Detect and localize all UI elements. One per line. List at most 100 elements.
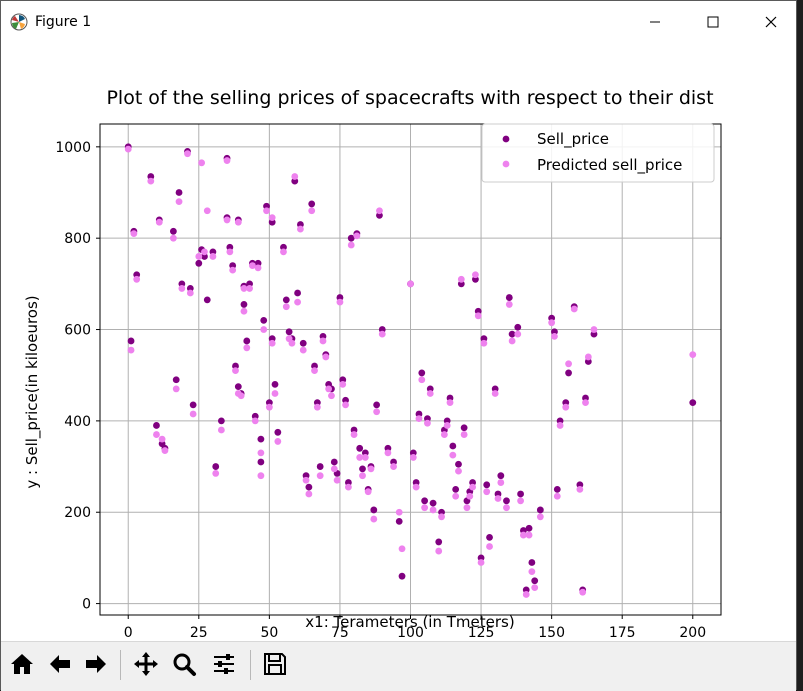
predicted-sell-price-point (217, 426, 225, 434)
sell-price-point (395, 517, 403, 525)
plot-canvas[interactable]: Plot of the selling prices of spacecraft… (1, 43, 796, 641)
predicted-sell-price-point (124, 145, 132, 153)
home-button[interactable] (6, 648, 38, 680)
predicted-sell-price-point (184, 150, 191, 158)
predicted-sell-price-point (528, 568, 536, 576)
predicted-sell-price-point (460, 431, 468, 438)
x-tick-label: 0 (124, 625, 133, 641)
sell-price-point (565, 369, 572, 377)
predicted-sell-price-point (582, 399, 589, 407)
predicted-sell-price-point (198, 159, 206, 167)
x-tick-label: 100 (397, 625, 424, 641)
save-icon (264, 653, 286, 675)
predicted-sell-price-point (370, 515, 378, 523)
predicted-sell-price-point (536, 513, 544, 521)
zoom-button[interactable] (168, 648, 200, 680)
predicted-sell-price-point (158, 435, 166, 443)
sell-price-point (217, 417, 225, 425)
predicted-sell-price-point (347, 241, 355, 249)
predicted-sell-price-point (127, 346, 135, 354)
predicted-sell-price-point (232, 367, 239, 375)
configure-subplots-button[interactable] (208, 648, 240, 680)
predicted-sell-price-point (438, 513, 445, 521)
maximize-button[interactable] (684, 1, 742, 43)
y-tick-label: 0 (82, 597, 91, 613)
predicted-sell-price-point (169, 234, 177, 242)
predicted-sell-price-point (373, 408, 381, 416)
predicted-sell-price-point (412, 483, 420, 491)
sell-price-point (305, 483, 313, 491)
sell-price-point (282, 296, 290, 304)
sell-price-point (356, 444, 364, 452)
predicted-sell-price-point (486, 543, 493, 550)
predicted-sell-price-point (249, 262, 256, 269)
configure-subplots-icon (214, 654, 234, 674)
title-bar: Figure 1 (1, 1, 796, 43)
predicted-sell-price-point (551, 332, 558, 340)
predicted-sell-price-point (328, 392, 335, 400)
save-button[interactable] (259, 648, 291, 680)
sell-price-point (449, 442, 457, 450)
sell-price-point (531, 577, 539, 585)
sell-price-point (330, 458, 338, 466)
predicted-sell-price-point (378, 330, 386, 338)
predicted-sell-price-point (463, 504, 471, 512)
predicted-sell-price-point (415, 415, 423, 422)
predicted-sell-price-point (531, 584, 539, 591)
predicted-sell-price-point (494, 495, 502, 502)
predicted-sell-price-point (469, 483, 476, 491)
sell-price-point (195, 259, 203, 267)
predicted-sell-price-point (576, 485, 584, 493)
predicted-sell-price-point (514, 330, 522, 338)
legend-box (481, 123, 715, 183)
axes-frame (99, 123, 722, 616)
predicted-sell-price-point (452, 492, 460, 500)
sell-price-point (373, 401, 381, 409)
predicted-sell-price-point (282, 303, 290, 311)
sell-price-point (370, 506, 378, 514)
predicted-sell-price-point (562, 403, 570, 411)
predicted-sell-price-point (257, 472, 265, 480)
sell-price-point (271, 380, 279, 388)
sell-price-point (429, 499, 437, 507)
predicted-sell-price-point (590, 326, 598, 333)
predicted-sell-price-point (147, 177, 155, 185)
close-button[interactable] (742, 1, 800, 43)
sell-price-point (347, 234, 355, 242)
predicted-sell-price-point (429, 506, 437, 514)
predicted-sell-price-point (308, 207, 316, 215)
predicted-sell-price-point (505, 301, 513, 308)
predicted-sell-price-point (398, 545, 406, 553)
predicted-sell-price-point (274, 438, 282, 445)
pan-button[interactable] (130, 648, 162, 680)
legend-marker-sell-price (502, 135, 510, 143)
predicted-sell-price-point (376, 207, 383, 215)
predicted-sell-price-point (212, 470, 220, 477)
y-tick-label: 800 (64, 231, 91, 247)
matplotlib-logo-icon (10, 13, 28, 31)
back-button[interactable] (44, 648, 76, 680)
predicted-sell-price-point (570, 305, 578, 313)
sell-price-point (452, 485, 460, 493)
predicted-sell-price-point (178, 285, 186, 292)
predicted-sell-price-point (579, 588, 587, 596)
predicted-sell-price-point (443, 422, 451, 429)
predicted-sell-price-point (313, 403, 321, 411)
predicted-sell-price-point (361, 454, 369, 461)
predicted-sell-price-point (271, 390, 279, 397)
predicted-sell-price-point (350, 431, 358, 438)
predicted-sell-price-point (237, 392, 245, 400)
sell-price-point (212, 463, 220, 470)
sell-price-point (460, 424, 468, 432)
back-arrow-icon (50, 655, 70, 673)
legend-label-sell-price: Sell_price (537, 130, 609, 149)
legend-marker-predicted-sell-price (502, 160, 510, 168)
minimize-button[interactable] (626, 1, 684, 43)
predicted-sell-price-point (503, 504, 510, 512)
sell-price-point (505, 294, 513, 301)
zoom-icon (173, 653, 196, 676)
predicted-sell-price-point (440, 431, 448, 438)
forward-button[interactable] (80, 648, 112, 680)
sell-price-point (294, 289, 301, 297)
